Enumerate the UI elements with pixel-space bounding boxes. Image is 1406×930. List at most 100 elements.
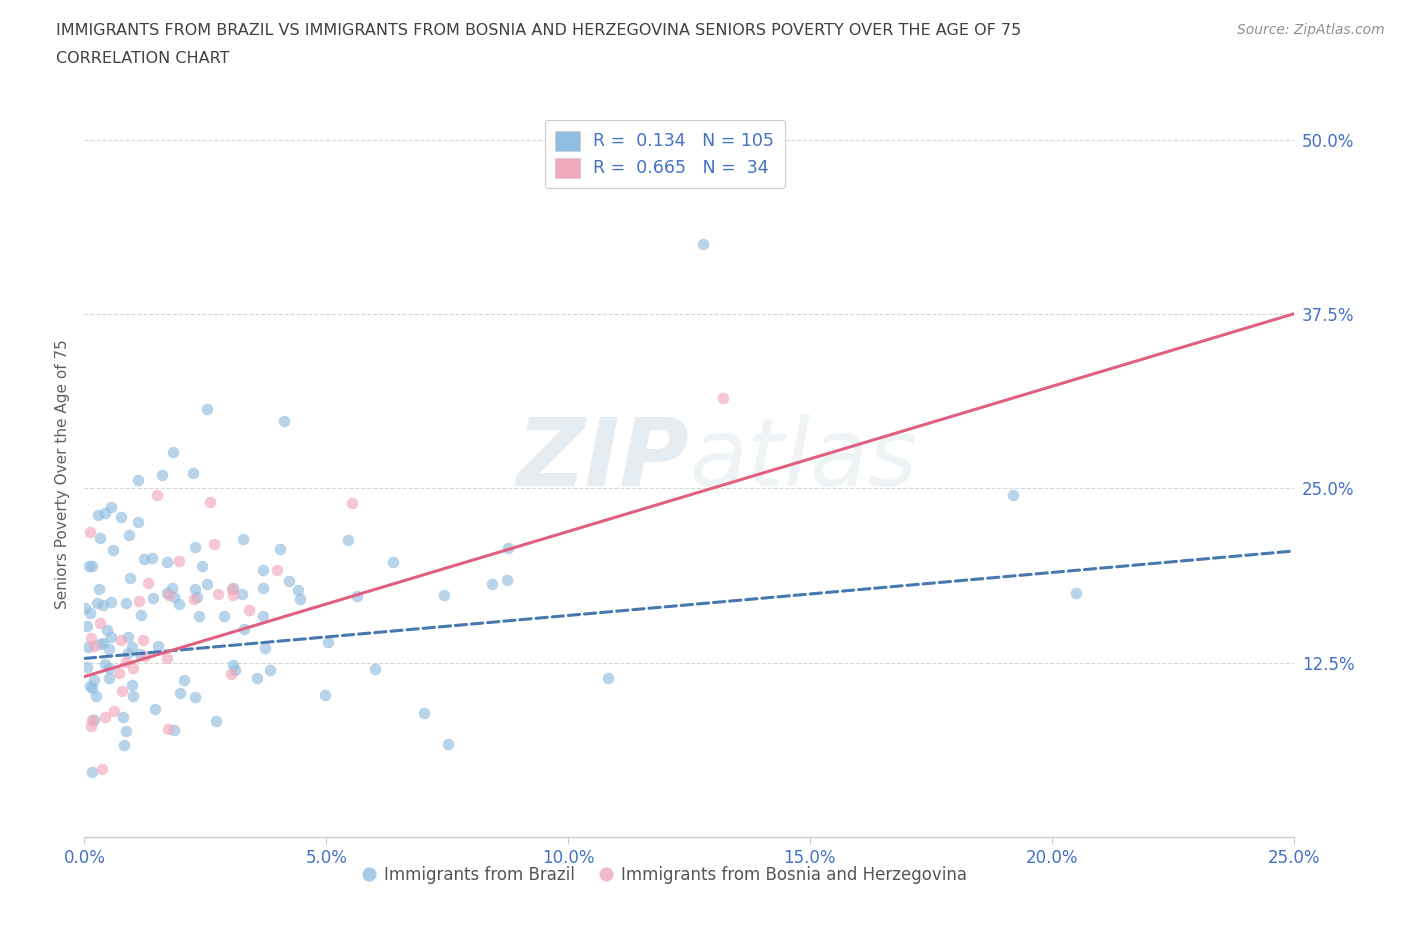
Point [143, 702, 166, 717]
Point [157, 588, 180, 603]
Point [83, 639, 105, 654]
Point [89, 637, 111, 652]
Point [266, 563, 288, 578]
Point [277, 574, 299, 589]
Y-axis label: Seniors Poverty Over the Age of 75: Seniors Poverty Over the Age of 75 [55, 339, 70, 609]
Point [160, 580, 183, 595]
Point [340, 496, 363, 511]
Point [129, 607, 152, 622]
Point [79, 605, 101, 620]
Point [495, 572, 517, 587]
Point [96, 623, 118, 638]
Point [94, 505, 117, 520]
Point [73, 600, 96, 615]
Point [433, 588, 456, 603]
Point [1001, 488, 1024, 503]
Point [156, 554, 179, 569]
Point [204, 536, 226, 551]
Point [269, 541, 291, 556]
Point [231, 587, 253, 602]
Point [142, 591, 165, 605]
Point [146, 488, 169, 503]
Point [163, 723, 186, 737]
Point [103, 543, 125, 558]
Point [134, 648, 156, 663]
Point [259, 663, 281, 678]
Point [128, 646, 150, 661]
Point [1064, 586, 1087, 601]
Point [89, 616, 111, 631]
Point [76, 618, 98, 633]
Point [90, 762, 112, 777]
Point [204, 713, 226, 728]
Point [115, 724, 138, 738]
Point [79, 525, 101, 539]
Point [115, 595, 138, 610]
Point [111, 684, 134, 698]
Point [191, 558, 214, 573]
Point [181, 466, 204, 481]
Point [118, 570, 141, 585]
Point [496, 541, 519, 556]
Point [77, 559, 100, 574]
Point [711, 391, 734, 405]
Point [127, 515, 149, 530]
Point [97, 642, 120, 657]
Text: Source: ZipAtlas.com: Source: ZipAtlas.com [1237, 23, 1385, 37]
Point [127, 472, 149, 487]
Point [184, 582, 207, 597]
Point [103, 703, 125, 718]
Point [232, 621, 254, 636]
Point [173, 672, 195, 687]
Point [98, 660, 121, 675]
Point [80, 712, 103, 727]
Point [118, 527, 141, 542]
Point [162, 445, 184, 459]
Point [163, 590, 186, 604]
Point [156, 650, 179, 665]
Point [246, 671, 269, 685]
Point [132, 552, 155, 567]
Point [128, 593, 150, 608]
Point [91, 598, 114, 613]
Point [115, 655, 138, 670]
Point [412, 706, 434, 721]
Point [207, 586, 229, 601]
Point [100, 499, 122, 514]
Point [87, 508, 110, 523]
Point [122, 689, 145, 704]
Point [79, 678, 101, 693]
Point [222, 658, 245, 672]
Point [110, 510, 132, 525]
Point [187, 608, 209, 623]
Point [222, 588, 245, 603]
Point [83, 672, 105, 687]
Point [89, 531, 111, 546]
Point [169, 685, 191, 700]
Legend: Immigrants from Brazil, Immigrants from Bosnia and Herzegovina: Immigrants from Brazil, Immigrants from … [356, 859, 974, 890]
Point [692, 237, 714, 252]
Point [121, 640, 143, 655]
Point [97, 671, 120, 685]
Point [186, 590, 208, 604]
Point [314, 687, 336, 702]
Point [86, 595, 108, 610]
Point [80, 631, 103, 646]
Point [252, 563, 274, 578]
Point [157, 722, 180, 737]
Point [84, 688, 107, 703]
Text: CORRELATION CHART: CORRELATION CHART [56, 51, 229, 66]
Point [184, 539, 207, 554]
Point [94, 710, 117, 724]
Point [121, 677, 143, 692]
Point [222, 580, 245, 595]
Point [212, 609, 235, 624]
Point [598, 671, 620, 685]
Point [337, 532, 360, 547]
Point [138, 576, 160, 591]
Point [94, 657, 117, 671]
Text: atlas: atlas [689, 414, 917, 505]
Point [89, 582, 111, 597]
Point [117, 630, 139, 644]
Point [287, 582, 309, 597]
